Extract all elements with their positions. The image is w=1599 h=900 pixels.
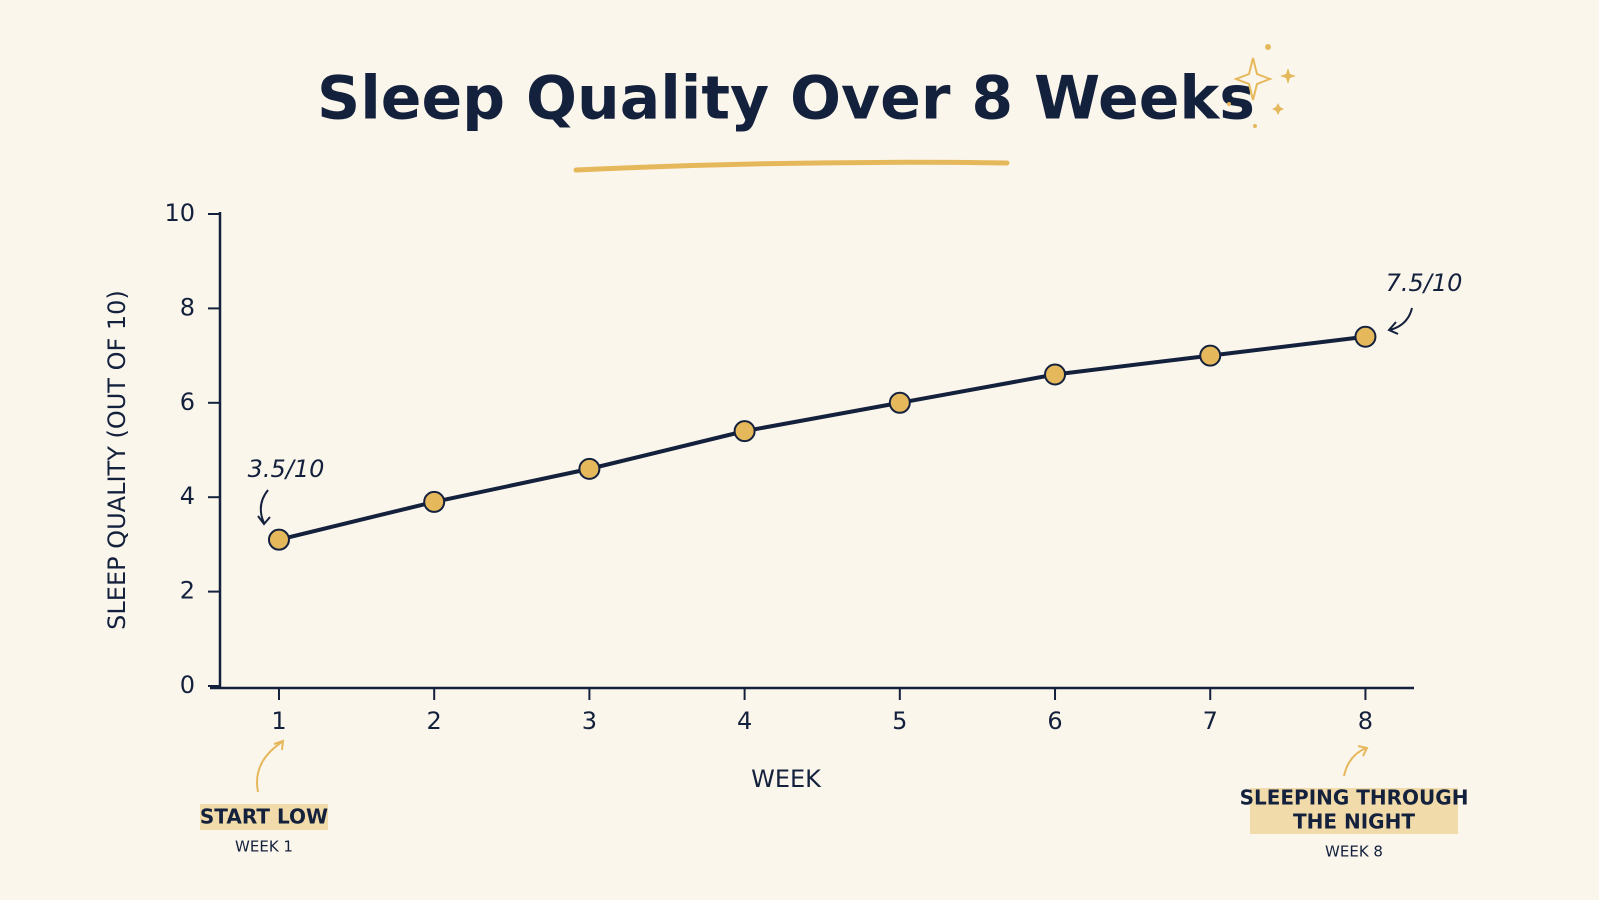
sparkles [1227,44,1296,128]
y-tick-label: 4 [180,482,195,510]
x-tick-label: 2 [427,707,442,735]
point [733,420,756,443]
y-tick-label: 6 [180,388,195,416]
end-note: THE NIGHT [1293,810,1415,834]
point [1199,344,1222,367]
note-highlight [1250,788,1458,834]
annotation-arrow [1387,307,1413,335]
y-tick-label: 2 [180,577,195,605]
x-axis-label: WEEK [751,765,822,793]
annotation-arrow [257,489,271,526]
y-tick-label: 10 [164,199,195,227]
start-week: WEEK 1 [235,838,293,856]
x-tick-label: 4 [737,707,752,735]
x-tick-label: 3 [582,707,597,735]
point [1354,325,1377,348]
x-tick-label: 8 [1358,707,1373,735]
point [578,457,601,480]
end-week: WEEK 8 [1325,843,1383,861]
point [1044,363,1067,386]
y-tick-label: 8 [180,293,195,321]
x-tick-label: 1 [271,707,286,735]
point [423,490,446,513]
start-value-annotation: 3.5/10 [248,455,325,483]
line [278,334,1366,542]
y-axis-label: SLEEP QUALITY (OUT OF 10) [103,290,131,630]
x-tick-label: 5 [892,707,907,735]
title-underline [573,159,1010,173]
point [267,528,290,551]
x-tick-label: 7 [1203,707,1218,735]
note-arrow [256,739,285,793]
end-note: SLEEPING THROUGH [1240,786,1469,810]
start-note: START LOW [200,805,328,829]
x-tick-label: 6 [1047,707,1062,735]
note-highlight [200,804,328,830]
chart-title: Sleep Quality Over 8 Weeks [317,64,1255,134]
y-tick-label: 0 [180,671,195,699]
note-arrow [1343,745,1369,777]
point [888,391,911,414]
end-value-annotation: 7.5/10 [1386,269,1463,297]
